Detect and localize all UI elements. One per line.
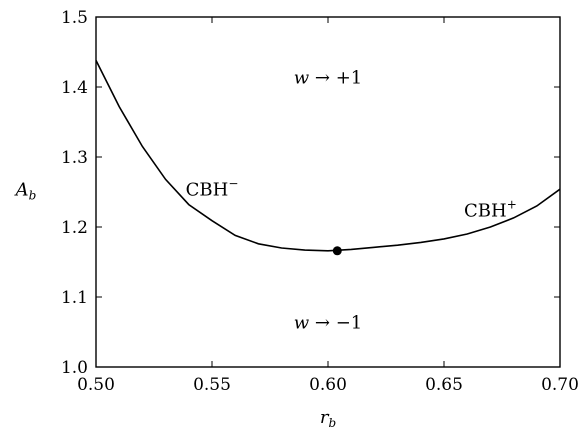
annotation-rest: → +1 xyxy=(309,68,362,89)
x-tick-label: 0.55 xyxy=(193,375,231,395)
y-axis-label-sub: b xyxy=(29,189,37,203)
annotation-main: CBH xyxy=(464,201,507,222)
chart-annotation: CBH− xyxy=(186,177,239,201)
y-tick-label: 1.5 xyxy=(61,8,88,28)
y-tick-label: 1.1 xyxy=(61,288,88,308)
x-tick-label: 0.65 xyxy=(425,375,463,395)
plot-frame xyxy=(95,16,561,368)
data-line xyxy=(95,60,561,252)
y-tick-label: 1.2 xyxy=(61,218,88,238)
annotation-main: w xyxy=(294,68,310,89)
x-axis-label: rb xyxy=(320,407,336,430)
annotation-main: w xyxy=(294,313,310,334)
annotation-sup: + xyxy=(507,198,517,212)
y-axis-label-main: A xyxy=(14,180,29,201)
annotation-main: CBH xyxy=(186,180,229,201)
chart-annotation: w → −1 xyxy=(294,313,362,334)
x-axis-label-sub: b xyxy=(328,416,336,430)
y-tick-label: 1.4 xyxy=(61,78,88,98)
y-tick-label: 1.0 xyxy=(61,358,88,378)
data-point-marker xyxy=(332,246,342,256)
y-tick-label: 1.3 xyxy=(61,148,88,168)
y-ticks: 1.0 1.1 1.2 1.3 1.4 1.5 xyxy=(61,8,560,378)
chart-annotation: w → +1 xyxy=(294,68,362,89)
y-axis-label: Ab xyxy=(14,180,37,203)
x-ticks: 0.50 0.55 0.60 0.65 0.70 xyxy=(77,17,579,395)
chart-annotation: CBH+ xyxy=(464,198,517,222)
x-axis-label-main: r xyxy=(320,407,330,428)
annotation-rest: → −1 xyxy=(309,313,362,334)
annotation-sup: − xyxy=(228,177,238,191)
x-tick-label: 0.60 xyxy=(309,375,347,395)
x-tick-label: 0.70 xyxy=(541,375,579,395)
x-tick-label: 0.50 xyxy=(77,375,115,395)
